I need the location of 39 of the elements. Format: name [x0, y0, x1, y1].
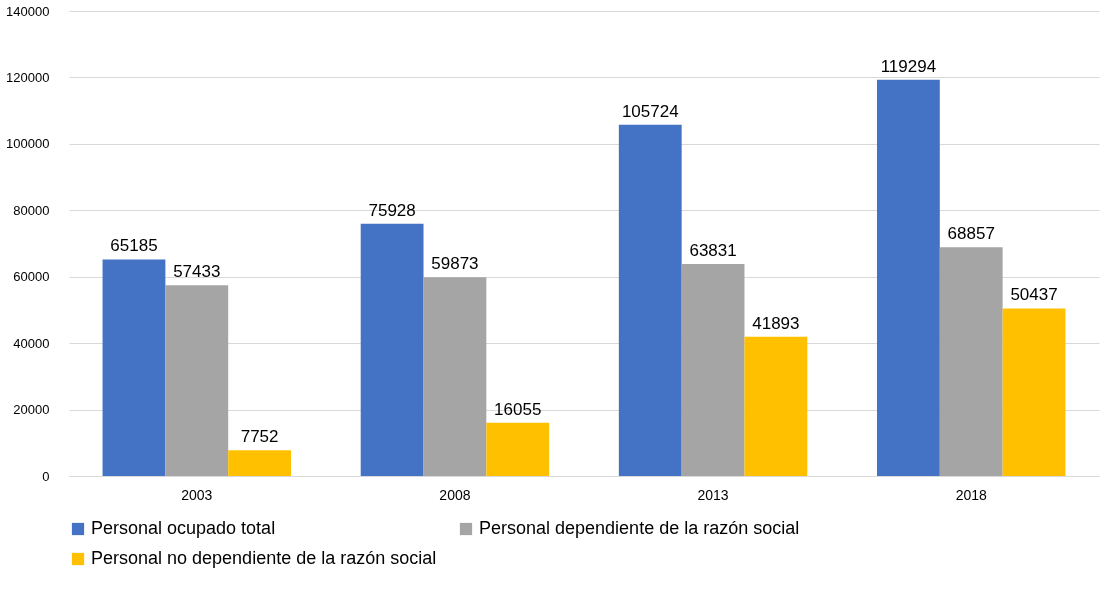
data-label: 65185: [110, 236, 158, 256]
data-label: 59873: [431, 254, 479, 274]
y-tick-label: 100000: [6, 136, 50, 152]
y-tick-label: 120000: [6, 69, 50, 85]
legend-label: Personal no dependiente de la razón social: [91, 548, 437, 568]
y-tick-label: 60000: [13, 269, 50, 285]
bar: [423, 277, 487, 476]
y-tick-label: 40000: [13, 335, 50, 351]
data-label: 16055: [494, 399, 542, 419]
data-label: 119294: [880, 56, 937, 76]
x-tick-label: 2013: [697, 486, 729, 503]
x-tick-label: 2008: [439, 486, 471, 503]
y-tick-label: 80000: [13, 202, 50, 218]
legend-label: Personal ocupado total: [91, 518, 276, 538]
bar: [618, 124, 682, 476]
bar: [102, 259, 166, 476]
data-label: 68857: [947, 224, 995, 244]
data-label: 57433: [173, 262, 221, 282]
bar: [228, 450, 292, 476]
bar: [360, 223, 424, 476]
bar: [1002, 308, 1066, 476]
bar: [876, 79, 940, 476]
data-label: 75928: [368, 200, 416, 220]
data-label: 63831: [689, 240, 737, 260]
bar: [486, 422, 550, 476]
data-label: 105724: [621, 101, 679, 121]
legend-label: Personal dependiente de la razón social: [479, 518, 800, 538]
bar: [681, 263, 745, 476]
x-tick-label: 2018: [955, 486, 987, 503]
y-tick-label: 140000: [6, 3, 50, 19]
y-tick-label: 20000: [13, 402, 50, 418]
data-label: 7752: [240, 427, 279, 447]
bar: [744, 336, 808, 476]
x-tick-label: 2003: [181, 486, 213, 503]
bar: [939, 247, 1003, 476]
data-label: 50437: [1010, 285, 1058, 305]
y-tick-label: 0: [42, 468, 50, 484]
bar: [165, 285, 229, 476]
data-label: 41893: [752, 313, 800, 333]
